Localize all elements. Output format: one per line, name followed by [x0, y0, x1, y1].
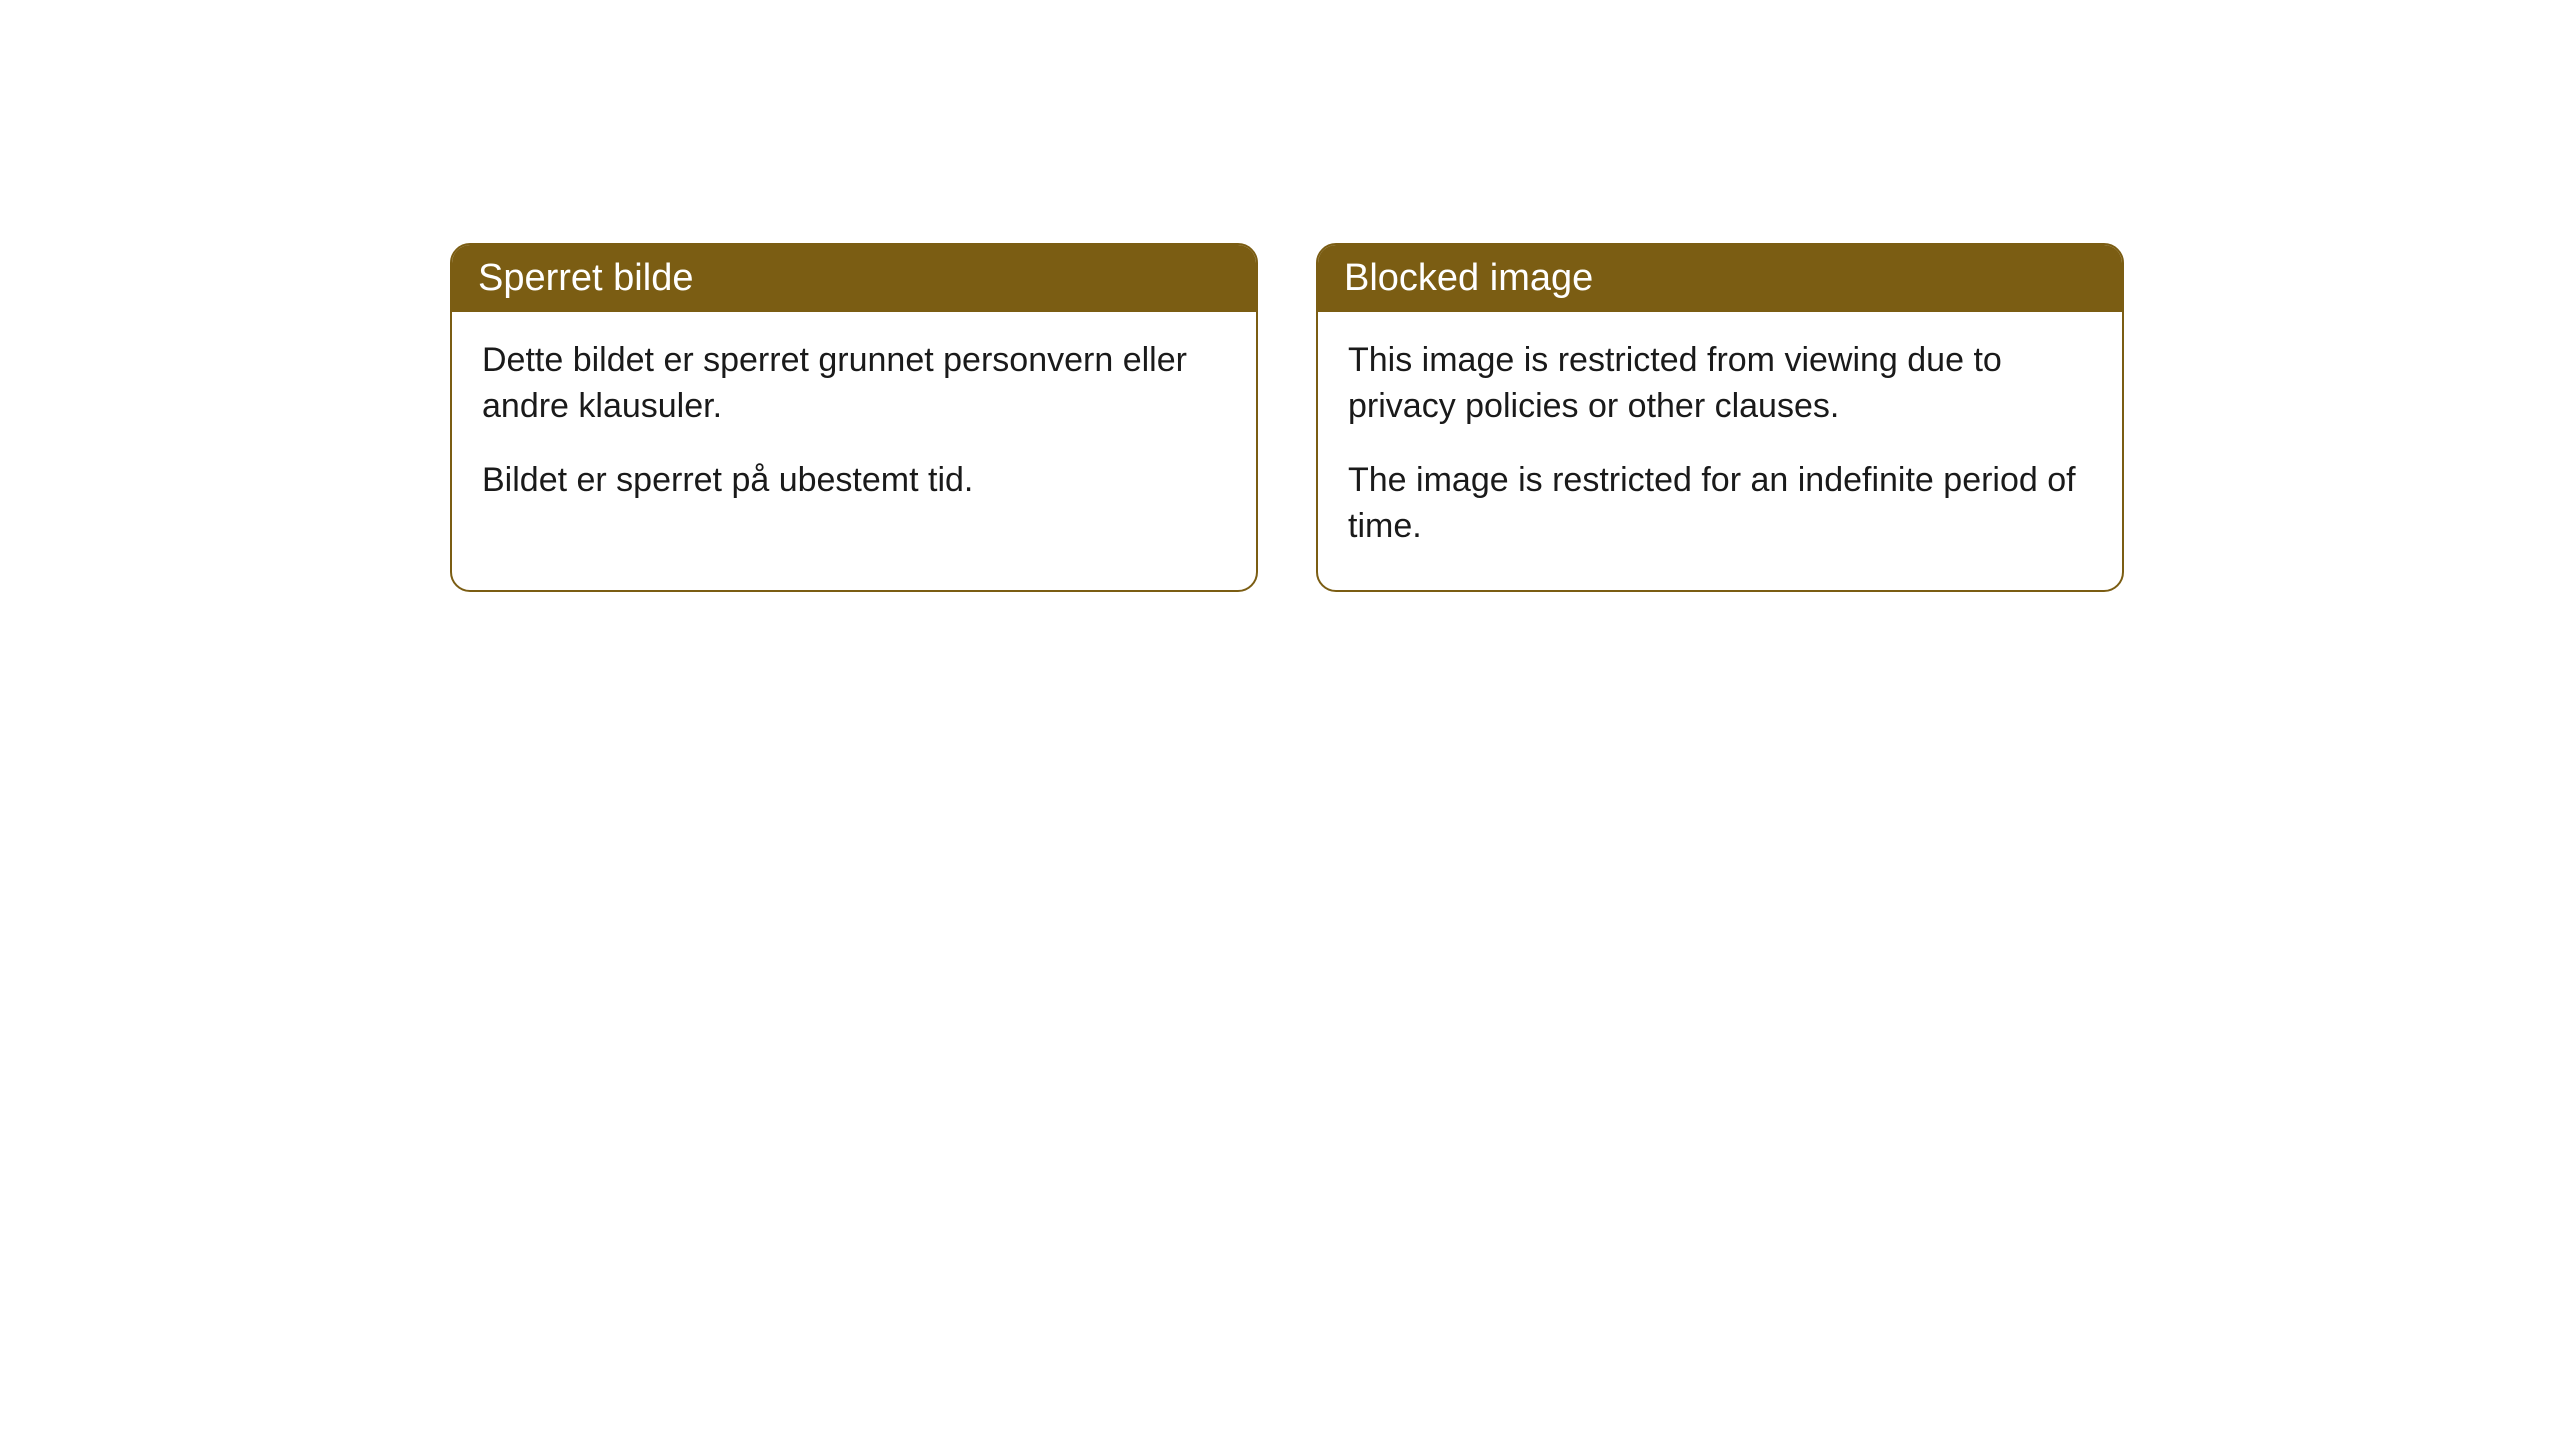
notice-card-norwegian: Sperret bilde Dette bildet er sperret gr…	[450, 243, 1258, 592]
card-paragraph: The image is restricted for an indefinit…	[1348, 458, 2092, 550]
card-body: This image is restricted from viewing du…	[1318, 312, 2122, 590]
card-header: Sperret bilde	[452, 245, 1256, 312]
card-title: Sperret bilde	[478, 257, 693, 299]
card-paragraph: This image is restricted from viewing du…	[1348, 338, 2092, 430]
card-paragraph: Dette bildet er sperret grunnet personve…	[482, 338, 1226, 430]
card-paragraph: Bildet er sperret på ubestemt tid.	[482, 458, 1226, 504]
card-title: Blocked image	[1344, 257, 1593, 299]
notice-card-english: Blocked image This image is restricted f…	[1316, 243, 2124, 592]
notice-cards-container: Sperret bilde Dette bildet er sperret gr…	[450, 243, 2560, 592]
card-body: Dette bildet er sperret grunnet personve…	[452, 312, 1256, 544]
card-header: Blocked image	[1318, 245, 2122, 312]
